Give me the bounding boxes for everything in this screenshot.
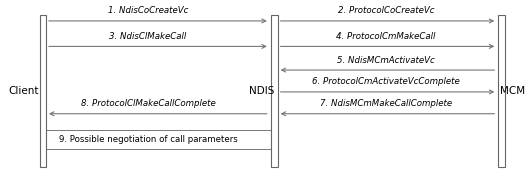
- Text: 7. NdisMCmMakeCallComplete: 7. NdisMCmMakeCallComplete: [320, 99, 452, 108]
- Text: MCM: MCM: [499, 86, 525, 96]
- Text: NDIS: NDIS: [249, 86, 275, 96]
- Text: 2. ProtocolCoCreateVc: 2. ProtocolCoCreateVc: [338, 7, 434, 15]
- Text: 6. ProtocolCmActivateVcComplete: 6. ProtocolCmActivateVcComplete: [312, 78, 460, 86]
- Text: 3. NdisClMakeCall: 3. NdisClMakeCall: [110, 32, 187, 41]
- Text: 8. ProtocolClMakeCallComplete: 8. ProtocolClMakeCallComplete: [81, 99, 215, 108]
- Text: Client: Client: [8, 86, 39, 96]
- Text: 5. NdisMCmActivateVc: 5. NdisMCmActivateVc: [338, 56, 435, 65]
- Bar: [271, 15, 278, 167]
- Text: 4. ProtocolCmMakeCall: 4. ProtocolCmMakeCall: [336, 32, 436, 41]
- Bar: [40, 15, 46, 167]
- Text: 9. Possible negotiation of call parameters: 9. Possible negotiation of call paramete…: [59, 135, 238, 144]
- Text: 1. NdisCoCreateVc: 1. NdisCoCreateVc: [108, 7, 188, 15]
- Bar: [498, 15, 505, 167]
